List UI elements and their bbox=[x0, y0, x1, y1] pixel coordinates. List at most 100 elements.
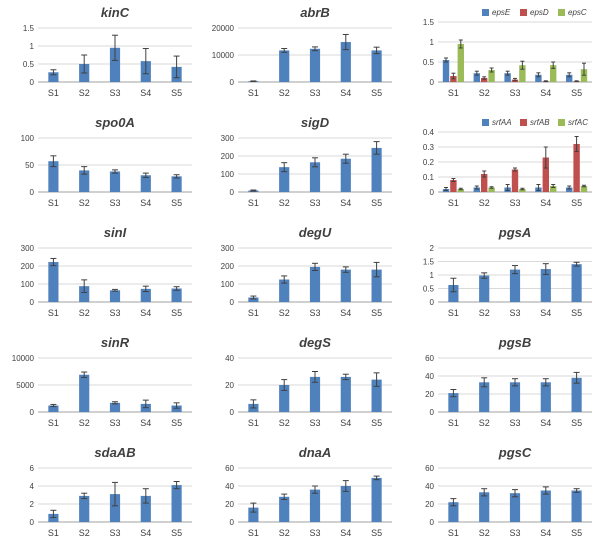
bar bbox=[171, 485, 182, 522]
x-tick-label: S2 bbox=[479, 198, 490, 208]
bar bbox=[279, 50, 290, 82]
x-tick-label: S4 bbox=[140, 418, 151, 428]
bar bbox=[457, 189, 464, 192]
chart-panel-sinI: sinI 0 100 200 300 S1 S2 S3 S4 S5 bbox=[21, 225, 192, 318]
x-tick-label: S5 bbox=[371, 528, 382, 538]
bar bbox=[309, 162, 321, 192]
bar bbox=[509, 382, 521, 412]
x-tick-label: S3 bbox=[309, 308, 320, 318]
y-tick-label: 60 bbox=[425, 354, 434, 363]
x-tick-label: S1 bbox=[448, 198, 459, 208]
legend-swatch bbox=[558, 9, 565, 16]
y-tick-label: 1.5 bbox=[423, 258, 435, 267]
y-tick-label: 40 bbox=[425, 372, 434, 381]
x-tick-label: S3 bbox=[109, 418, 120, 428]
x-tick-label: S4 bbox=[140, 308, 151, 318]
x-tick-label: S3 bbox=[509, 198, 520, 208]
x-tick-label: S2 bbox=[479, 528, 490, 538]
x-tick-label: S4 bbox=[540, 418, 551, 428]
y-tick-label: 300 bbox=[221, 134, 235, 143]
legend-label: srfAC bbox=[568, 118, 588, 127]
x-tick-label: S5 bbox=[371, 88, 382, 98]
bar bbox=[473, 73, 481, 82]
x-tick-label: S3 bbox=[109, 528, 120, 538]
x-tick-label: S1 bbox=[448, 418, 459, 428]
bar bbox=[109, 290, 121, 302]
y-tick-label: 0 bbox=[430, 518, 435, 527]
y-tick-label: 100 bbox=[221, 280, 235, 289]
chart-panel-pgsB: pgsB 0 20 40 60 S1 S2 S3 S4 S5 bbox=[425, 335, 592, 428]
bar bbox=[511, 169, 519, 192]
chart-title: dnaA bbox=[299, 445, 332, 460]
bar bbox=[509, 269, 521, 302]
x-tick-label: S1 bbox=[248, 88, 259, 98]
legend-swatch bbox=[482, 9, 489, 16]
bar bbox=[48, 405, 59, 412]
x-tick-label: S1 bbox=[48, 528, 59, 538]
bar bbox=[279, 496, 290, 522]
bar bbox=[549, 186, 557, 192]
y-tick-label: 20 bbox=[425, 390, 434, 399]
y-tick-label: 4 bbox=[30, 482, 35, 491]
bar bbox=[340, 376, 351, 412]
bar bbox=[540, 490, 551, 522]
chart-panel-degS: degS 0 20 40 S1 S2 S3 S4 S5 bbox=[225, 335, 392, 428]
x-tick-label: S1 bbox=[48, 88, 59, 98]
x-tick-label: S3 bbox=[509, 418, 520, 428]
chart-panel-sdaAB: sdaAB 0 2 4 6 S1 S2 S3 S4 S5 bbox=[30, 445, 192, 538]
y-tick-label: 2 bbox=[430, 244, 435, 253]
y-tick-label: 10000 bbox=[12, 354, 35, 363]
bar bbox=[248, 297, 259, 302]
y-tick-label: 50 bbox=[25, 161, 34, 170]
bar bbox=[340, 158, 351, 192]
bar bbox=[279, 385, 290, 412]
chart-title: spo0A bbox=[95, 115, 135, 130]
bar bbox=[171, 176, 182, 192]
chart-title: pgsA bbox=[498, 225, 532, 240]
bar bbox=[279, 279, 290, 302]
bar bbox=[171, 405, 182, 412]
bar bbox=[309, 376, 321, 412]
x-tick-label: S1 bbox=[248, 418, 259, 428]
y-tick-label: 100 bbox=[21, 134, 35, 143]
bar bbox=[457, 44, 464, 82]
x-tick-label: S3 bbox=[509, 308, 520, 318]
bar bbox=[448, 393, 459, 412]
legend-swatch bbox=[520, 9, 527, 16]
y-tick-label: 0.4 bbox=[423, 128, 435, 137]
bar bbox=[340, 269, 351, 302]
bar bbox=[140, 288, 151, 302]
y-tick-label: 10000 bbox=[212, 51, 235, 60]
x-tick-label: S5 bbox=[171, 418, 182, 428]
y-tick-label: 0 bbox=[30, 78, 35, 87]
chart-title: sinI bbox=[104, 225, 127, 240]
x-tick-label: S2 bbox=[479, 308, 490, 318]
bar bbox=[519, 65, 526, 82]
chart-title: abrB bbox=[300, 5, 330, 20]
bar bbox=[79, 286, 90, 302]
bar bbox=[580, 186, 588, 192]
x-tick-label: S4 bbox=[340, 418, 351, 428]
bar bbox=[109, 402, 121, 412]
x-tick-label: S2 bbox=[279, 88, 290, 98]
x-tick-label: S1 bbox=[248, 308, 259, 318]
y-tick-label: 0.2 bbox=[423, 158, 435, 167]
bar bbox=[488, 187, 495, 192]
x-tick-label: S4 bbox=[540, 88, 551, 98]
legend-label: srfAB bbox=[530, 118, 550, 127]
x-tick-label: S4 bbox=[340, 88, 351, 98]
bar bbox=[371, 50, 382, 82]
bar bbox=[309, 266, 321, 302]
bar bbox=[479, 492, 490, 522]
x-tick-label: S3 bbox=[309, 418, 320, 428]
x-tick-label: S5 bbox=[571, 88, 582, 98]
y-tick-label: 1 bbox=[30, 42, 35, 51]
y-tick-label: 100 bbox=[221, 170, 235, 179]
x-tick-label: S4 bbox=[340, 198, 351, 208]
bar bbox=[479, 382, 490, 412]
x-tick-label: S2 bbox=[279, 528, 290, 538]
bar bbox=[448, 502, 459, 522]
x-tick-label: S5 bbox=[571, 308, 582, 318]
x-tick-label: S5 bbox=[371, 418, 382, 428]
